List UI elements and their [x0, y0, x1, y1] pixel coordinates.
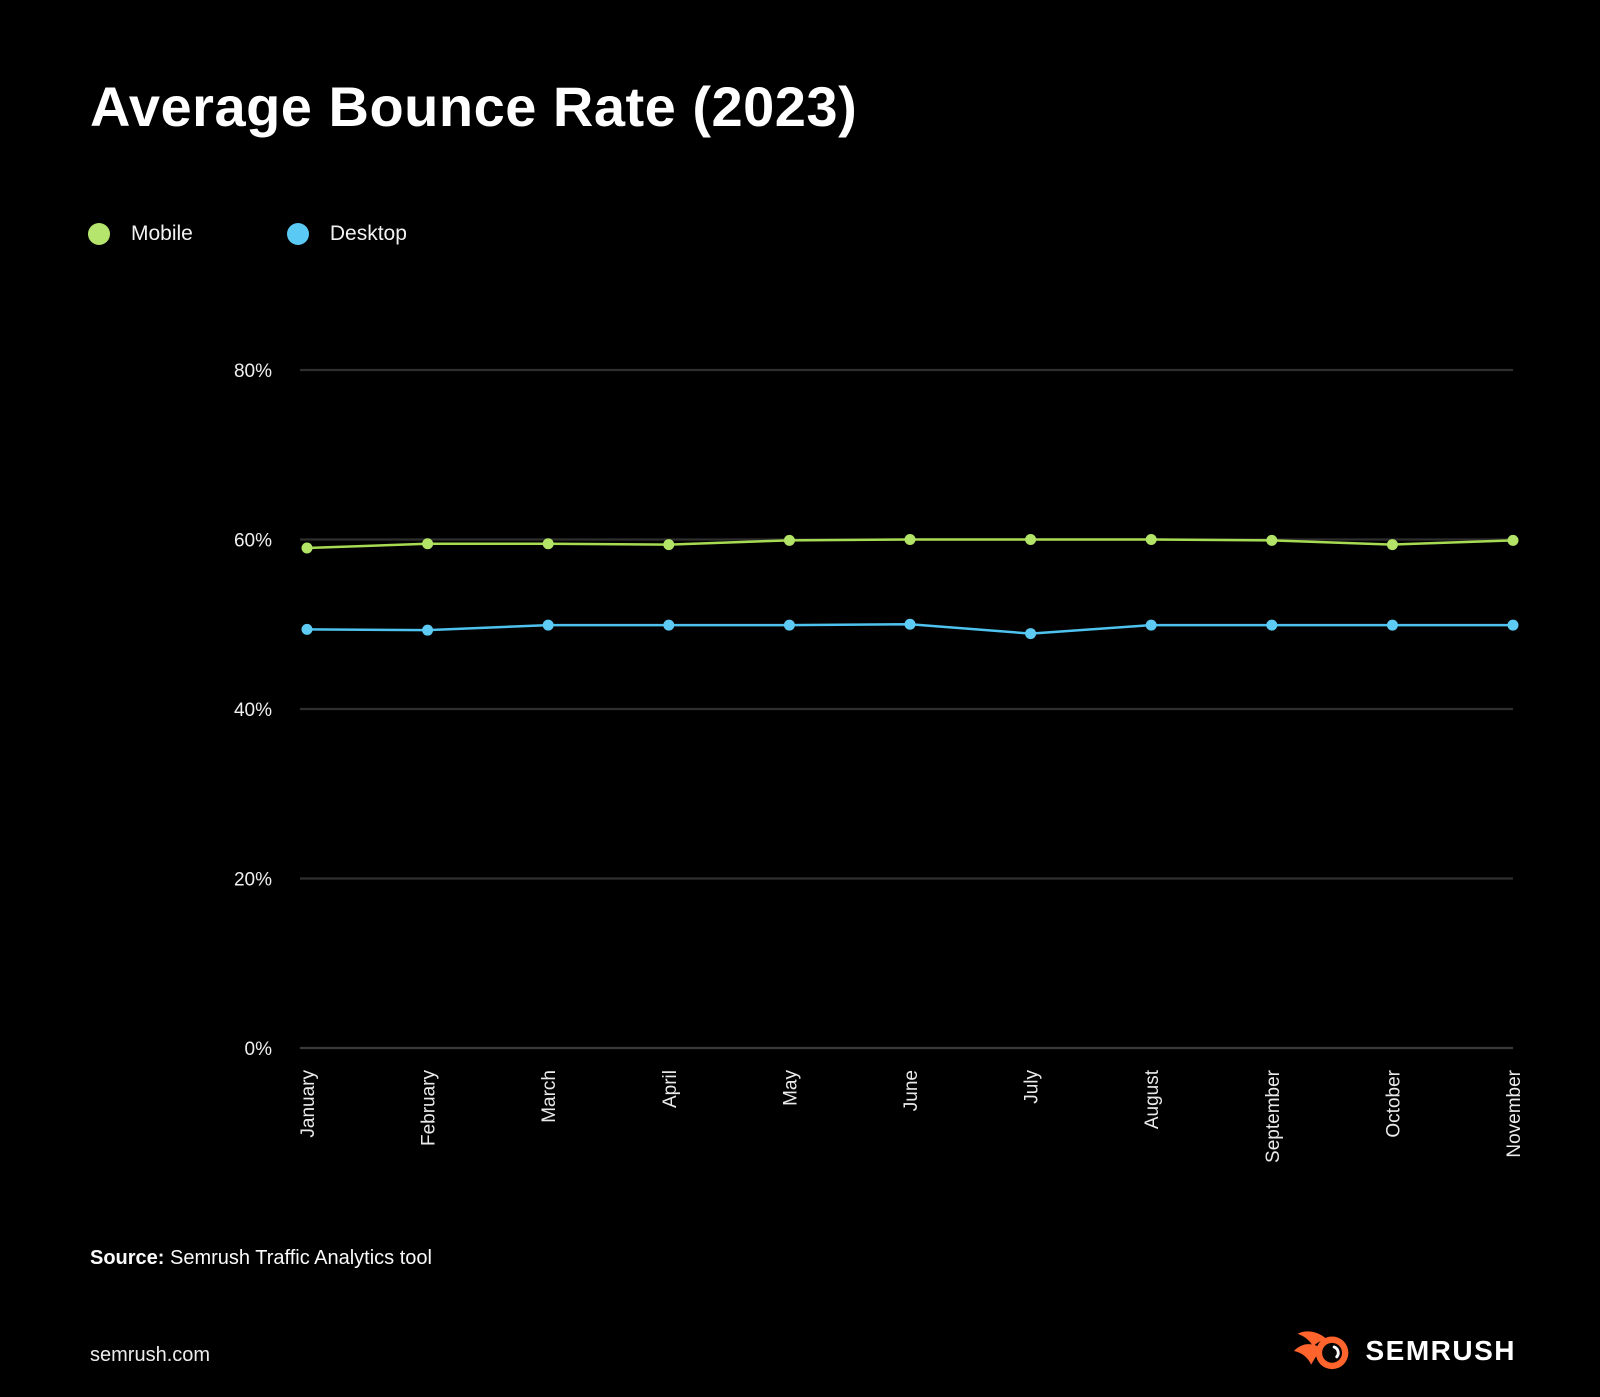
source-text: Semrush Traffic Analytics tool: [164, 1247, 432, 1269]
x-tick-label-may: May: [780, 1070, 801, 1106]
desktop-point-august: [1145, 619, 1157, 631]
mobile-point-october: [1386, 539, 1398, 551]
desktop-point-june: [904, 618, 916, 630]
desktop-point-march: [542, 619, 554, 631]
source-note: Source: Semrush Traffic Analytics tool: [90, 1247, 432, 1270]
mobile-point-july: [1025, 534, 1037, 545]
mobile-point-may: [783, 534, 795, 546]
x-tick-label-april: April: [660, 1070, 681, 1108]
x-tick-label-march: March: [539, 1070, 560, 1123]
mobile-point-september: [1266, 534, 1278, 546]
desktop-point-may: [783, 619, 795, 631]
source-label: Source:: [90, 1247, 165, 1269]
mobile-point-february: [422, 538, 434, 550]
desktop-point-july: [1025, 628, 1037, 640]
desktop-point-october: [1386, 619, 1398, 631]
legend-label-desktop: Desktop: [329, 222, 407, 245]
desktop-point-november: [1507, 619, 1519, 631]
x-tick-label-february: February: [419, 1070, 440, 1147]
legend-item-desktop: Desktop: [286, 222, 407, 246]
x-tick-label-october: October: [1383, 1069, 1404, 1137]
chart-legend: Mobile Desktop: [88, 222, 407, 246]
y-tick-label: 80%: [234, 361, 272, 382]
x-tick-label-january: January: [298, 1070, 319, 1138]
x-tick-label-july: July: [1022, 1070, 1043, 1104]
semrush-flame-icon: [1294, 1331, 1349, 1370]
mobile-point-june: [904, 534, 916, 545]
mobile-point-november: [1507, 534, 1519, 546]
desktop-dot-icon: [286, 223, 309, 245]
x-tick-label-november: November: [1504, 1069, 1525, 1157]
desktop-point-september: [1266, 619, 1278, 631]
desktop-point-april: [663, 619, 675, 631]
brand-wordmark: SEMRUSH: [1365, 1335, 1516, 1366]
x-tick-label-june: June: [901, 1070, 922, 1111]
legend-item-mobile: Mobile: [88, 222, 193, 246]
desktop-point-january: [301, 623, 313, 635]
website-url: semrush.com: [90, 1344, 211, 1366]
mobile-point-january: [301, 542, 313, 554]
y-tick-label: 20%: [234, 870, 272, 891]
semrush-logo: SEMRUSH: [1294, 1328, 1516, 1374]
x-tick-label-august: August: [1142, 1069, 1163, 1129]
mobile-dot-icon: [88, 223, 110, 245]
page-title: Average Bounce Rate (2023): [90, 75, 858, 138]
mobile-point-august: [1145, 534, 1157, 545]
y-tick-label: 60%: [234, 531, 272, 552]
y-tick-label: 0%: [245, 1039, 273, 1060]
x-tick-label-september: September: [1263, 1069, 1284, 1163]
y-tick-label: 40%: [234, 700, 272, 721]
mobile-point-march: [542, 538, 554, 550]
desktop-point-february: [422, 624, 434, 636]
mobile-point-april: [663, 539, 675, 551]
legend-label-mobile: Mobile: [131, 222, 193, 245]
